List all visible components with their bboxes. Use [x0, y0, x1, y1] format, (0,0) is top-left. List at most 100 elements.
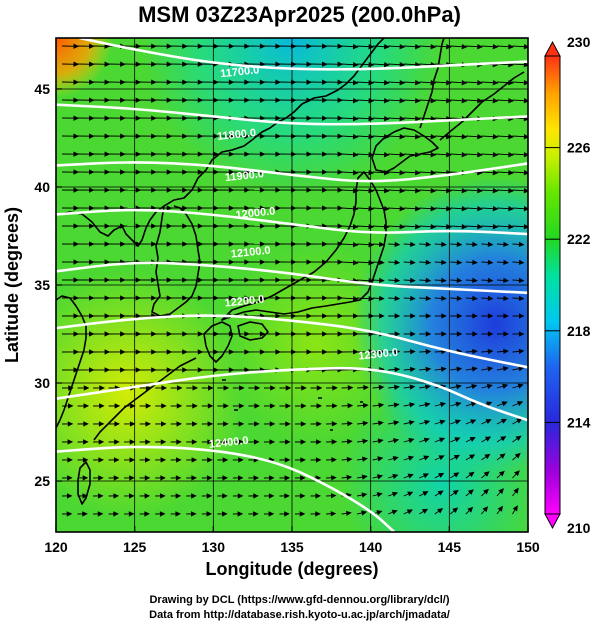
wind-arrow-head	[253, 493, 259, 499]
colorbar-tick-label: 210	[567, 520, 591, 536]
wind-arrow-head	[306, 187, 313, 193]
wind-arrow-head	[347, 403, 354, 409]
wind-arrow-head	[104, 313, 111, 319]
wind-arrow-head	[238, 457, 244, 463]
wind-arrow-head	[197, 205, 204, 211]
wind-arrow-head	[441, 259, 447, 266]
wind-arrow-head	[446, 98, 452, 104]
wind-arrow-head	[425, 366, 432, 372]
wind-arrow-head	[191, 493, 197, 499]
wind-arrow-head	[290, 115, 297, 121]
wind-arrow-head	[391, 491, 399, 497]
coastline-korea-west	[151, 205, 201, 317]
wind-arrow-head	[135, 295, 142, 301]
wind-arrow-head	[346, 474, 353, 481]
wind-arrow-head	[361, 474, 368, 480]
wind-arrow-head	[518, 241, 525, 248]
coastline-sakhalin	[419, 38, 445, 129]
wind-arrow-head	[129, 439, 136, 445]
wind-arrow-head	[151, 115, 157, 121]
wind-arrow-head	[518, 348, 525, 355]
wind-arrow-head	[469, 436, 476, 442]
axes: 120 125 130 135 140 145 150 25 30 35 40 45	[34, 81, 539, 555]
wind-arrow-head	[508, 170, 514, 176]
wind-arrow-head	[120, 349, 126, 355]
wind-arrow-head	[377, 474, 384, 480]
wind-arrow-head	[197, 331, 204, 337]
wind-arrow-head	[89, 241, 95, 247]
wind-arrow-head	[322, 151, 328, 157]
wind-arrow-head	[394, 313, 401, 319]
wind-arrow-head	[378, 259, 385, 266]
wind-arrow-head	[515, 435, 522, 441]
wind-arrow-head	[383, 152, 390, 158]
wind-arrow-head	[151, 61, 157, 67]
wind-arrow-head	[456, 313, 463, 319]
wind-arrow-head	[425, 241, 432, 248]
wind-arrow-head	[104, 205, 111, 211]
wind-arrow-head	[439, 401, 447, 408]
wind-arrow-head	[135, 133, 142, 139]
wind-arrow-head	[160, 493, 166, 499]
wind-arrow-head	[237, 511, 244, 517]
wind-arrow-head	[135, 43, 142, 49]
wind-arrow-head	[166, 367, 173, 373]
wind-arrow-head	[446, 44, 452, 50]
wind-arrow-head	[503, 295, 509, 302]
wind-arrow-head	[166, 151, 173, 157]
wind-arrow-head	[383, 98, 390, 104]
wind-arrow-head	[89, 259, 95, 265]
wind-arrow-head	[472, 313, 478, 319]
wind-arrow-head	[394, 384, 400, 390]
wind-arrow-head	[259, 79, 266, 85]
wind-arrow-head	[275, 79, 281, 85]
wind-arrow-head	[410, 241, 416, 248]
wind-arrow-head	[182, 277, 188, 283]
wind-arrow-head	[399, 44, 406, 50]
wind-arrow-head	[352, 260, 359, 266]
wind-arrow-head	[151, 241, 157, 247]
wind-arrow-head	[425, 384, 431, 390]
wind-arrow-head	[322, 169, 328, 175]
wind-arrow-head	[415, 224, 421, 230]
wind-arrow-head	[456, 241, 463, 248]
wind-arrow-head	[415, 80, 421, 86]
wind-arrow-head	[89, 349, 95, 355]
wind-arrow-head	[321, 79, 328, 85]
wind-arrow-head	[135, 349, 142, 355]
wind-arrow-head	[135, 313, 142, 319]
wind-arrow-head	[477, 134, 483, 140]
wind-arrow-head	[197, 43, 204, 49]
wind-arrow-head	[145, 439, 151, 445]
wind-arrow-head	[424, 402, 431, 408]
wind-arrow-head	[228, 349, 235, 355]
wind-arrow-head	[523, 44, 528, 50]
wind-arrow-head	[499, 453, 506, 459]
wind-arrow-head	[244, 277, 250, 283]
wind-arrow-head	[197, 367, 204, 373]
wind-arrow-head	[213, 169, 219, 175]
wind-arrow-head	[268, 493, 275, 499]
wind-arrow-head	[361, 492, 368, 498]
wind-arrow-head	[89, 151, 95, 157]
wind-arrow-head	[244, 259, 250, 265]
wind-arrow-head	[441, 313, 447, 319]
wind-arrow-head	[222, 439, 229, 445]
wind-arrow-head	[197, 187, 204, 193]
wind-arrow-head	[454, 437, 461, 443]
wind-arrow-head	[352, 188, 359, 194]
wind-arrow-head	[259, 97, 266, 103]
wind-arrow-head	[104, 43, 111, 49]
wind-arrow-head	[259, 277, 266, 283]
wind-arrow-head	[120, 151, 126, 157]
wind-arrow-head	[129, 457, 136, 463]
colorbar-bottom-arrow	[544, 513, 561, 530]
wind-arrow-head	[228, 223, 235, 229]
contour-line	[56, 261, 528, 295]
wind-arrow-head	[135, 223, 142, 229]
wind-arrow-head	[166, 277, 173, 283]
wind-arrow-head	[331, 475, 337, 481]
wind-arrow-head	[182, 97, 188, 103]
wind-arrow-head	[135, 241, 142, 247]
wind-arrow-head	[461, 44, 468, 50]
